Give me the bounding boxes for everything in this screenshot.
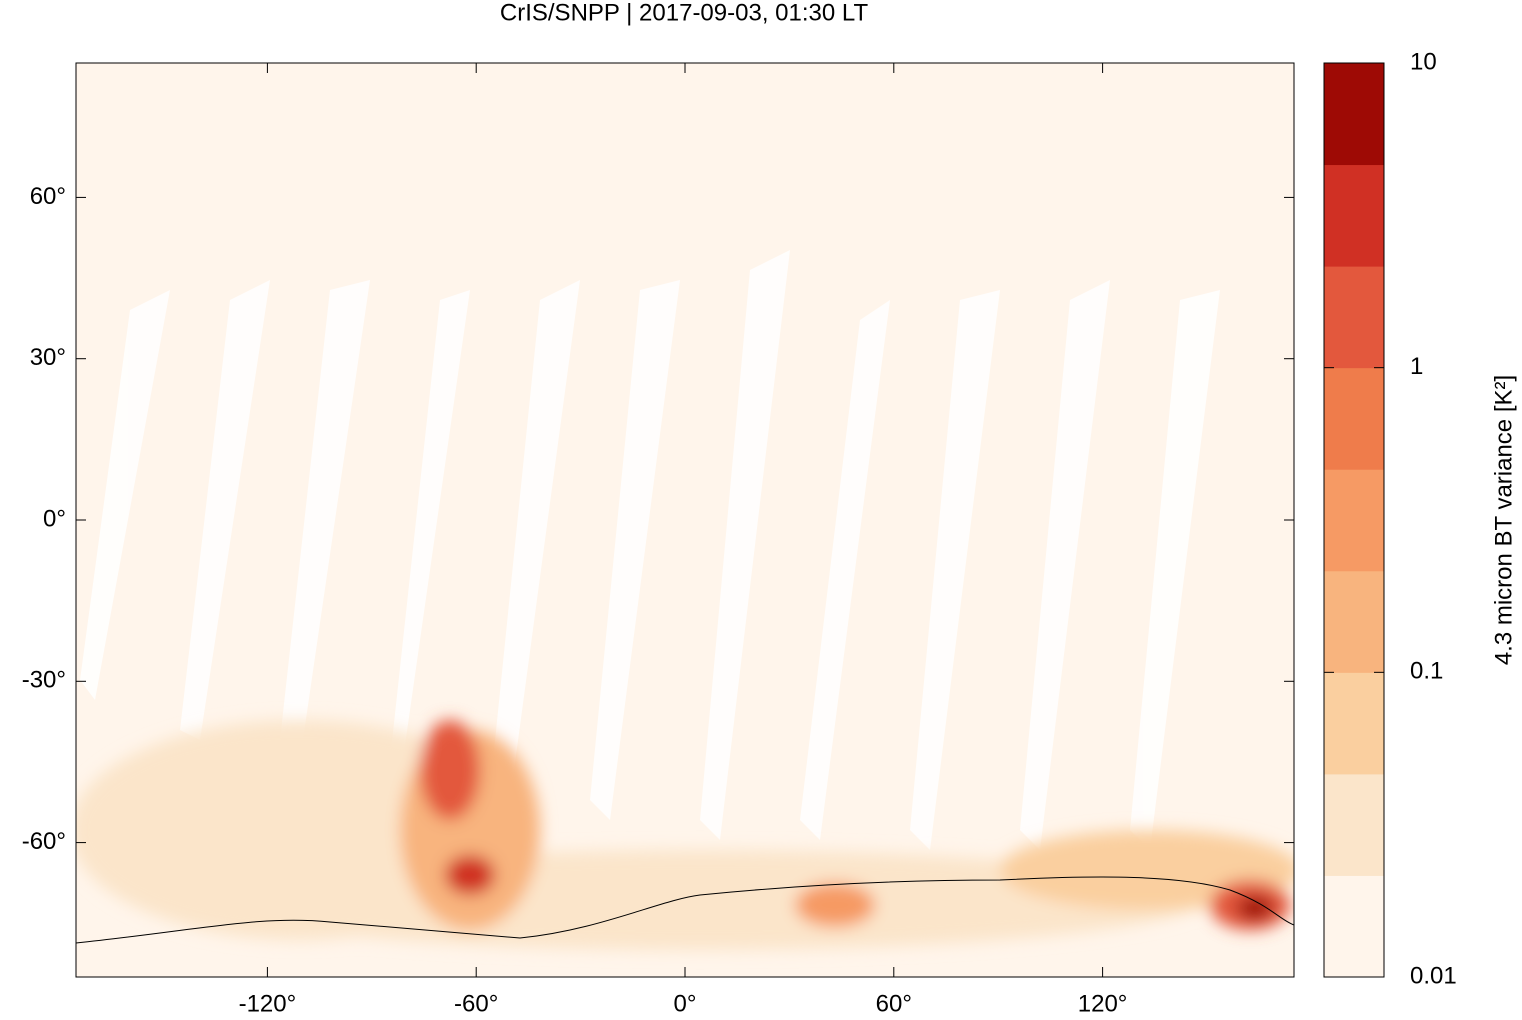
x-tick-label: -120° (239, 990, 297, 1017)
colorbar-tick-label: 0.01 (1410, 962, 1457, 989)
colorbar-band (1324, 773, 1384, 876)
y-tick-label: -60° (22, 828, 66, 855)
x-tick-label: 120° (1078, 990, 1128, 1017)
y-tick-label: -30° (22, 667, 66, 694)
colorbar-label: 4.3 micron BT variance [K²] (1490, 375, 1517, 665)
coastline (76, 876, 1294, 944)
colorbar-tick-label: 10 (1410, 48, 1437, 75)
x-tick-label: 0° (674, 990, 697, 1017)
colorbar-band (1324, 469, 1384, 572)
map-field (76, 63, 1294, 977)
colorbar-band (1324, 63, 1384, 166)
colorbar-band (1324, 266, 1384, 369)
y-tick-label: 0° (43, 505, 66, 532)
chart-title: CrIS/SNPP | 2017-09-03, 01:30 LT (500, 0, 869, 26)
heat-patches (76, 720, 1294, 950)
y-tick-label: 60° (30, 183, 66, 210)
colorbar-band (1324, 164, 1384, 267)
colorbar-tick-label: 1 (1410, 353, 1423, 380)
colorbar-band (1324, 875, 1384, 978)
colorbar-band (1324, 672, 1384, 775)
x-tick-label: -60° (454, 990, 498, 1017)
colorbar-frame (1323, 62, 1385, 978)
colorbar-band (1324, 367, 1384, 470)
data-gaps (80, 250, 1220, 850)
colorbar-band (1324, 570, 1384, 673)
colorbar-tick-label: 0.1 (1410, 658, 1443, 685)
x-tick-label: 60° (876, 990, 912, 1017)
y-tick-label: 30° (30, 344, 66, 371)
